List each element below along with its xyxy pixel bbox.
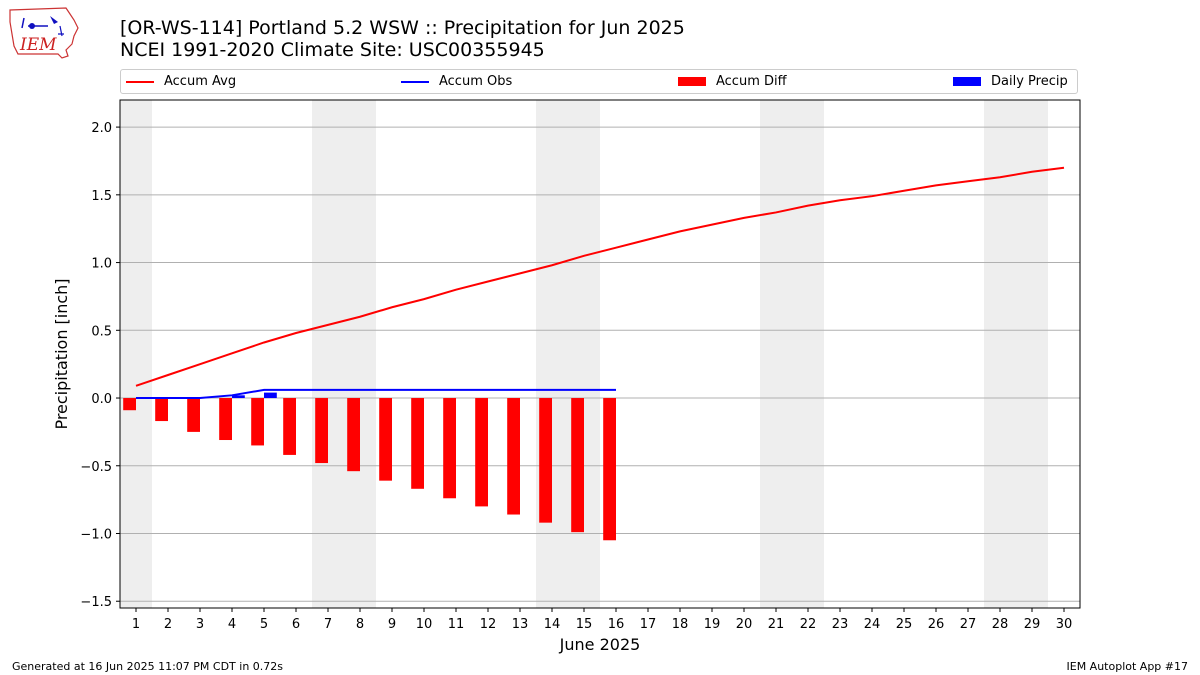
legend-label-accum-diff: Accum Diff bbox=[716, 74, 787, 89]
x-tick-label: 3 bbox=[196, 617, 204, 632]
legend-swatch-accum-diff bbox=[678, 77, 706, 86]
legend-swatch-accum-avg bbox=[126, 80, 154, 83]
x-tick-label: 25 bbox=[896, 617, 913, 632]
accum-avg-line bbox=[135, 166, 1065, 387]
accum-diff-bar bbox=[443, 398, 456, 499]
x-tick-label: 2 bbox=[164, 617, 172, 632]
x-tick-label: 24 bbox=[864, 617, 881, 632]
x-tick-label: 15 bbox=[576, 617, 593, 632]
iem-logo: IEM bbox=[8, 6, 80, 60]
x-tick-label: 8 bbox=[356, 617, 364, 632]
grid-layer bbox=[120, 126, 1080, 602]
x-tick-label: 6 bbox=[292, 617, 300, 632]
accum-diff-bar bbox=[571, 398, 584, 533]
weekend-band bbox=[120, 100, 152, 608]
weekend-band bbox=[1016, 100, 1048, 608]
x-tick-label: 30 bbox=[1056, 617, 1073, 632]
footer-app-label: IEM Autoplot App #17 bbox=[1066, 660, 1189, 673]
x-tick-label: 5 bbox=[260, 617, 268, 632]
x-tick-label: 9 bbox=[388, 617, 396, 632]
x-tick-label: 22 bbox=[800, 617, 817, 632]
y-tick-label: −0.5 bbox=[80, 460, 112, 475]
y-tick-label: −1.0 bbox=[80, 527, 112, 542]
x-tick-label: 14 bbox=[544, 617, 561, 632]
weekend-band bbox=[344, 100, 376, 608]
chart-title: [OR-WS-114] Portland 5.2 WSW :: Precipit… bbox=[120, 17, 685, 61]
accum-diff-bar bbox=[539, 398, 552, 523]
accum-obs-line bbox=[136, 388, 616, 400]
accum-diff-bar bbox=[379, 398, 392, 481]
x-tick-label: 26 bbox=[928, 617, 945, 632]
weekend-band bbox=[760, 100, 792, 608]
x-tick-label: 18 bbox=[672, 617, 689, 632]
x-tick-label: 20 bbox=[736, 617, 753, 632]
x-tick-label: 4 bbox=[228, 617, 236, 632]
x-tick-label: 21 bbox=[768, 617, 785, 632]
legend-label-daily-precip: Daily Precip bbox=[991, 74, 1068, 89]
tick-layer: −1.5−1.0−0.50.00.51.01.52.01 2 3 4 5 6 7 8 9 10 11… bbox=[80, 121, 1072, 632]
x-tick-label: 23 bbox=[832, 617, 849, 632]
accum-diff-bar bbox=[315, 398, 328, 464]
title-line-2: NCEI 1991-2020 Climate Site: USC00355945 bbox=[120, 39, 545, 61]
x-tick-label: 7 bbox=[324, 617, 332, 632]
y-tick-label: 2.0 bbox=[91, 121, 112, 136]
accum-diff-bar bbox=[251, 398, 264, 446]
title-line-1: [OR-WS-114] Portland 5.2 WSW :: Precipit… bbox=[120, 17, 685, 39]
y-axis-label: Precipitation [inch] bbox=[52, 278, 71, 429]
weekend-band bbox=[312, 100, 344, 608]
plot-frame bbox=[119, 99, 1081, 609]
legend-label-accum-avg: Accum Avg bbox=[164, 74, 237, 89]
legend-item-accum-avg: Accum Avg bbox=[126, 70, 236, 93]
accum-diff-bar bbox=[475, 398, 488, 507]
x-axis-label: June 2025 bbox=[559, 635, 641, 654]
accum-diff-bar bbox=[187, 398, 200, 432]
x-tick-label: 29 bbox=[1024, 617, 1041, 632]
weekend-band bbox=[984, 100, 1016, 608]
x-tick-label: 16 bbox=[608, 617, 625, 632]
legend-label-accum-obs: Accum Obs bbox=[439, 74, 513, 89]
x-tick-label: 1 bbox=[132, 617, 140, 632]
accum-diff-bar bbox=[507, 398, 520, 515]
x-tick-label: 19 bbox=[704, 617, 721, 632]
accum-diff-bar bbox=[155, 398, 168, 422]
legend-item-daily-precip: Daily Precip bbox=[953, 70, 1068, 93]
y-tick-label: 1.5 bbox=[91, 189, 112, 204]
x-tick-label: 10 bbox=[416, 617, 433, 632]
legend-swatch-daily-precip bbox=[953, 77, 981, 86]
accum-diff-bar bbox=[219, 398, 232, 441]
weekend-band bbox=[536, 100, 568, 608]
x-tick-label: 12 bbox=[480, 617, 497, 632]
footer-generated-text: Generated at 16 Jun 2025 11:07 PM CDT in… bbox=[12, 660, 284, 673]
y-tick-label: 0.0 bbox=[91, 392, 112, 407]
accum-diff-bar bbox=[347, 398, 360, 472]
y-tick-label: −1.5 bbox=[80, 595, 112, 610]
x-tick-label: 28 bbox=[992, 617, 1009, 632]
x-tick-label: 17 bbox=[640, 617, 657, 632]
chart-legend: Accum Avg Accum Obs Accum Diff Daily Pre… bbox=[120, 69, 1078, 94]
logo-text: IEM bbox=[19, 35, 57, 55]
legend-item-accum-diff: Accum Diff bbox=[678, 70, 787, 93]
accum-diff-bar bbox=[603, 398, 616, 541]
x-tick-label: 13 bbox=[512, 617, 529, 632]
accum-diff-bar bbox=[411, 398, 424, 489]
accum-diff-bar bbox=[283, 398, 296, 455]
line-layer bbox=[135, 166, 1065, 400]
weekend-band bbox=[792, 100, 824, 608]
legend-swatch-accum-obs bbox=[401, 80, 429, 83]
x-tick-label: 11 bbox=[448, 617, 465, 632]
bar-layer bbox=[123, 392, 616, 541]
y-tick-label: 1.0 bbox=[91, 257, 112, 272]
accum-diff-bar bbox=[123, 398, 136, 411]
legend-item-accum-obs: Accum Obs bbox=[401, 70, 512, 93]
iowa-map-icon: IEM bbox=[9, 7, 79, 59]
daily-precip-bar bbox=[264, 392, 277, 399]
daily-precip-bar bbox=[232, 395, 245, 399]
x-tick-label: 27 bbox=[960, 617, 977, 632]
y-tick-label: 0.5 bbox=[91, 324, 112, 339]
